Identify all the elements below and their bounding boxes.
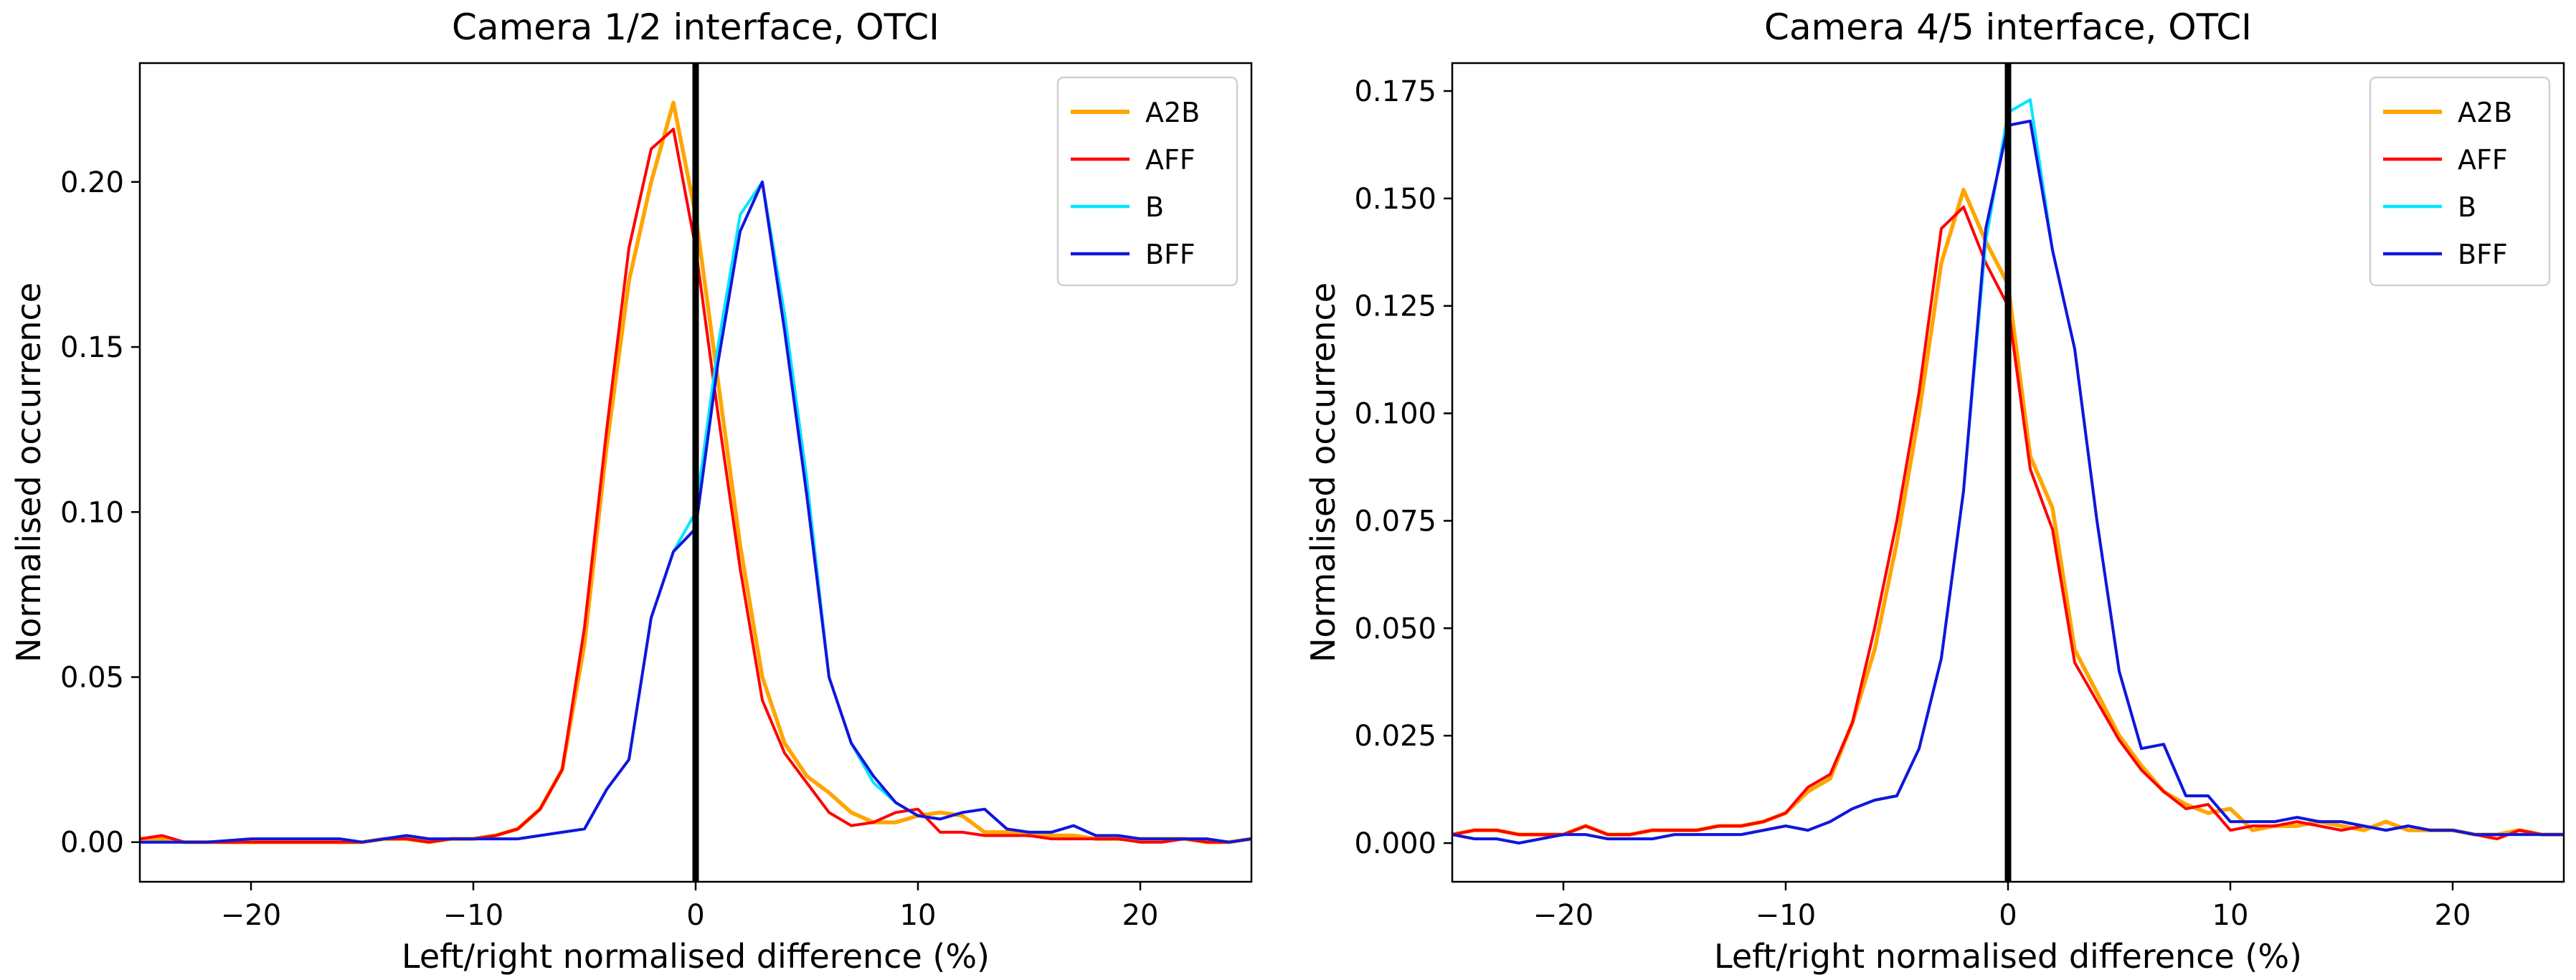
legend-label-b: B [1145,191,1164,223]
legend-label-a2b: A2B [2458,97,2512,128]
x-tick-label: 0 [686,899,704,932]
x-tick-label: −20 [221,899,281,932]
y-tick-label: 0.000 [1354,827,1436,860]
legend-label-bff: BFF [1145,239,1195,270]
series-lines [140,100,1251,845]
x-tick-label: 10 [2212,899,2249,932]
legend-box [2369,76,2551,287]
x-tick-label: 20 [2435,899,2471,932]
x-tick-label: −20 [1533,899,1594,932]
series-line-bff [1452,119,2564,845]
x-tick-label: −10 [443,899,503,932]
x-tick-label: −10 [1756,899,1816,932]
legend: A2B AFF B BFF [2369,76,2551,287]
x-tick-label: 20 [1122,899,1159,932]
legend-label-bff: BFF [2458,239,2508,270]
chart-title: Camera 4/5 interface, OTCI [1764,6,2252,48]
y-tick-label: 0.175 [1354,75,1436,108]
chart-panel-right: −20 −10 0 10 20 0.000 0.025 0.050 0.075 0.100 0.12… [1304,6,2565,976]
series-line-bff [140,180,1251,844]
legend-label-aff: AFF [2458,144,2508,176]
y-tick-label: 0.20 [60,166,124,199]
legend-label-aff: AFF [1145,144,1195,176]
y-tick-label: 0.100 [1354,398,1436,431]
y-tick-label: 0.10 [60,496,124,529]
y-tick-label: 0.05 [60,662,124,695]
y-tick-label: 0.15 [60,331,124,364]
y-tick-label: 0.050 [1354,612,1436,645]
x-tick-label: 0 [1999,899,2017,932]
y-tick-label: 0.075 [1354,505,1436,538]
legend: A2B AFF B BFF [1056,76,1239,287]
y-axis-label: Normalised occurrence [9,282,48,662]
series-lines [1452,98,2564,845]
legend-box [1056,76,1239,287]
y-tick-label: 0.150 [1354,183,1436,216]
x-axis-label: Left/right normalised difference (%) [402,937,990,976]
x-axis-label: Left/right normalised difference (%) [1714,937,2302,976]
chart-title: Camera 1/2 interface, OTCI [452,6,939,48]
chart-panel-left: −20 −10 0 10 20 0.00 0.05 0.10 0.15 0.20 Camera 1/… [9,6,1253,976]
y-tick-label: 0.025 [1354,720,1436,753]
y-tick-label: 0.00 [60,827,124,860]
legend-label-a2b: A2B [1145,97,1200,128]
x-tick-label: 10 [900,899,937,932]
y-axis-label: Normalised occurrence [1304,282,1343,662]
y-tick-label: 0.125 [1354,290,1436,323]
legend-label-b: B [2458,191,2476,223]
